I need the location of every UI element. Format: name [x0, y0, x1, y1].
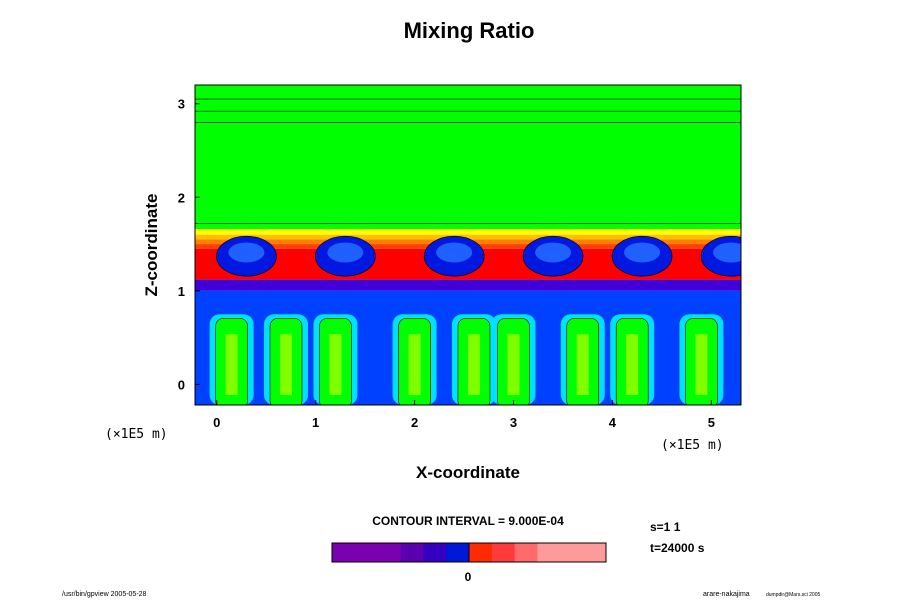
colorbar-segment	[377, 543, 401, 562]
x-tick-label: 0	[213, 415, 220, 430]
colorbar-segment	[332, 543, 356, 562]
y-axis: 0 1 2 3	[178, 97, 200, 392]
plume-core	[225, 334, 238, 395]
plume-core	[408, 334, 421, 395]
layer-band-1	[195, 229, 741, 235]
status-t: t=24000 s	[650, 541, 705, 555]
x-tick-label: 5	[708, 415, 715, 430]
convective-cell-core	[436, 242, 473, 263]
x-tick-label: 1	[312, 415, 319, 430]
plot-frame	[194, 84, 742, 406]
colorbar	[331, 542, 607, 563]
footer-left: /usr/bin/gpview 2005-05-28	[62, 591, 147, 598]
colorbar-segment	[469, 543, 493, 562]
colorbar-segment	[400, 543, 424, 562]
x-axis: 0 1 2 3 4 5	[213, 400, 715, 430]
plume-core	[576, 334, 589, 395]
colorbar-segment	[583, 543, 607, 562]
colorbar-zero-label: 0	[465, 570, 472, 584]
convective-cell-core	[535, 242, 572, 263]
footer-right: arare-nakajima	[703, 591, 750, 598]
convective-cell-core	[327, 242, 364, 263]
y-tick-label: 2	[178, 190, 185, 205]
plume-core	[467, 334, 480, 395]
colorbar-segment	[354, 543, 379, 562]
x-unit-right: (×1E5 m)	[661, 438, 724, 453]
plot-area: 0 1 2 3 4 5 0 1 2 3	[178, 84, 742, 430]
contour-interval: CONTOUR INTERVAL = 9.000E-04	[372, 514, 564, 528]
colorbar-segment	[491, 543, 516, 562]
convective-cell-core	[624, 242, 661, 263]
chart-title: Mixing Ratio	[404, 18, 535, 43]
footer-right-small: dumpdir@Mars.sci 2005	[766, 592, 820, 598]
x-unit-left: (×1E5 m)	[105, 427, 168, 442]
plume-core	[507, 334, 520, 395]
layer-band-2	[195, 234, 741, 240]
y-tick-label: 0	[178, 377, 185, 392]
plume-core	[280, 334, 292, 395]
colorbar-segment	[514, 543, 538, 562]
x-tick-label: 4	[609, 415, 617, 430]
y-tick-label: 3	[178, 97, 185, 112]
convective-cell-core	[713, 242, 741, 263]
contour-field	[195, 85, 741, 405]
y-axis-label: Z-coordinate	[142, 194, 161, 297]
plume-core	[626, 334, 639, 395]
layer-band-6	[195, 279, 741, 291]
status-s: s=1 1	[650, 520, 681, 534]
layer-band-0	[195, 85, 741, 230]
y-tick-label: 1	[178, 284, 185, 299]
x-tick-label: 2	[411, 415, 418, 430]
convective-cell-core	[228, 242, 265, 263]
colorbar-segment	[423, 543, 447, 562]
plume-core	[329, 334, 342, 395]
x-tick-label: 3	[510, 415, 517, 430]
colorbar-segment	[560, 543, 584, 562]
x-axis-label: X-coordinate	[416, 463, 520, 482]
colorbar-segment	[446, 543, 470, 562]
plume-core	[695, 334, 708, 395]
colorbar-segment	[537, 543, 561, 562]
